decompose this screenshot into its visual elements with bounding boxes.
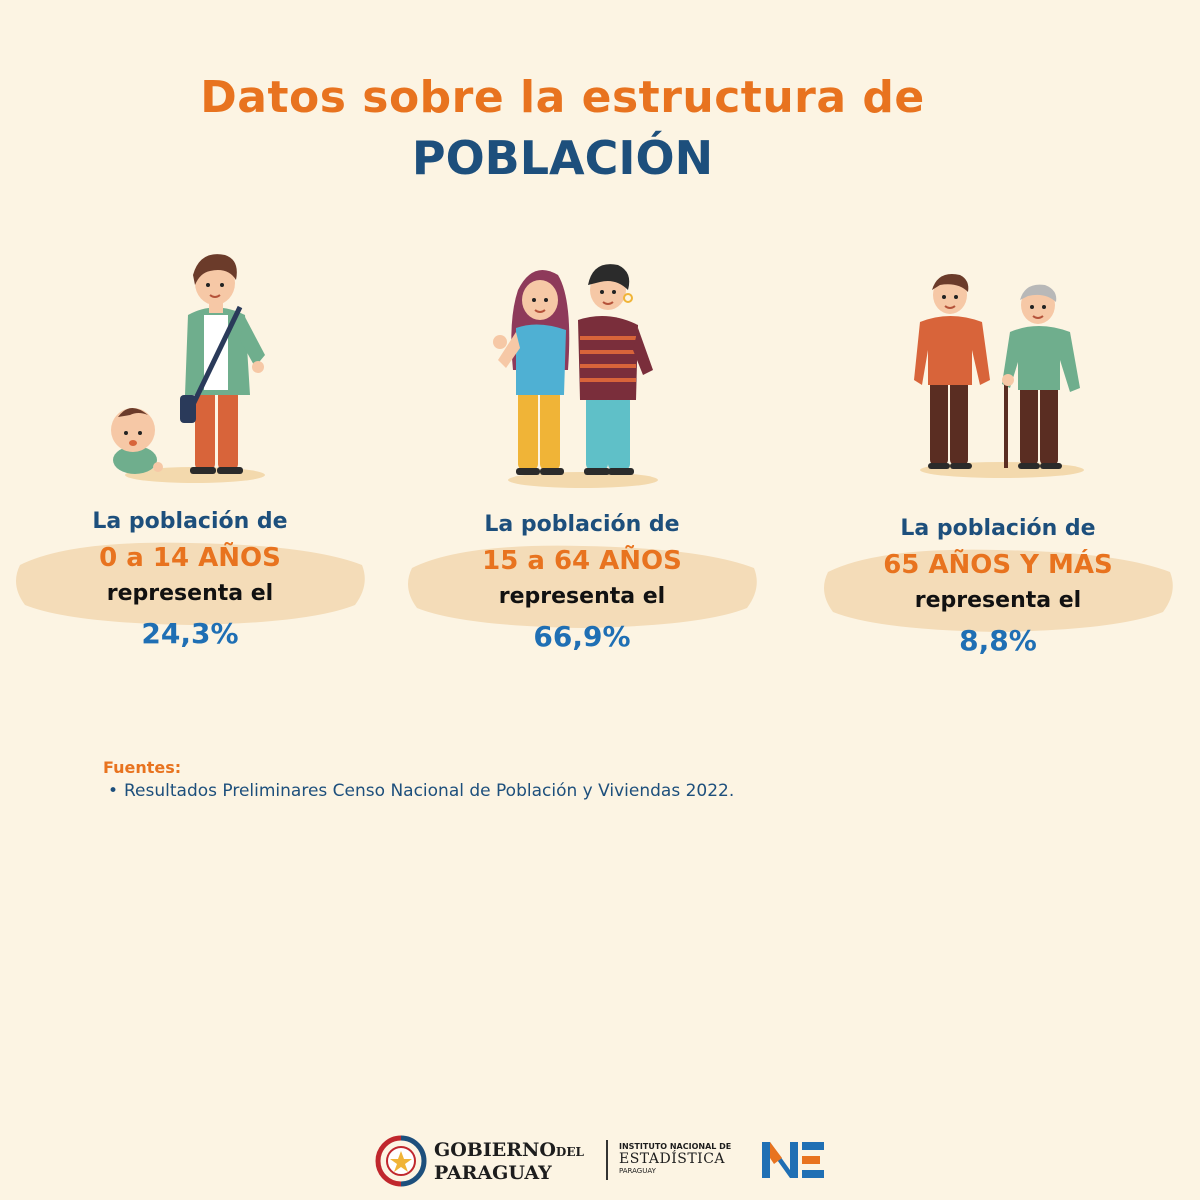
stat-card-0-14: La población de 0 a 14 AÑOS representa e… xyxy=(10,505,370,665)
card-intro: La población de xyxy=(900,516,1096,541)
card-verb: representa el xyxy=(498,584,666,609)
ine-logo-icon xyxy=(762,1142,824,1178)
card-verb: representa el xyxy=(106,581,274,606)
gov-line-1: GOBIERNO xyxy=(434,1139,556,1161)
card-verb: representa el xyxy=(914,588,1082,613)
card-age-range: 15 a 64 AÑOS xyxy=(482,546,682,576)
gov-line-1-small: DEL xyxy=(555,1145,584,1159)
title-line-2: POBLACIÓN xyxy=(411,131,714,185)
stat-card-15-64: La población de 15 a 64 AÑOS representa … xyxy=(402,508,762,668)
brush-stroke-background xyxy=(824,549,1173,632)
title-line-1: Datos sobre la estructura de xyxy=(200,72,925,123)
gobierno-logo-text: GOBIERNODEL PARAGUAY xyxy=(434,1140,584,1184)
ine-line-1: INSTITUTO NACIONAL DE xyxy=(619,1142,732,1151)
footer-logos: GOBIERNODEL PARAGUAY INSTITUTO NACIONAL … xyxy=(374,1132,834,1188)
brush-stroke-background xyxy=(16,542,365,625)
card-age-range: 0 a 14 AÑOS xyxy=(99,543,281,573)
illustration-two-adults xyxy=(493,264,658,488)
ine-line-2: ESTADÍSTICA xyxy=(619,1151,726,1167)
sources-section: Fuentes: • Resultados Preliminares Censo … xyxy=(103,758,734,801)
bullet-icon: • xyxy=(108,781,119,801)
ine-logo-text: INSTITUTO NACIONAL DE ESTADÍSTICA PARAGU… xyxy=(619,1142,731,1175)
sources-label: Fuentes: xyxy=(103,758,182,777)
brush-stroke-background xyxy=(408,545,757,628)
source-item: • Resultados Preliminares Censo Nacional … xyxy=(103,781,734,801)
card-intro: La población de xyxy=(484,512,680,537)
paraguay-seal-icon xyxy=(375,1135,427,1187)
illustration-elderly xyxy=(914,274,1084,478)
gov-line-2: PARAGUAY xyxy=(434,1162,552,1184)
page-title: Datos sobre la estructura de POBLACIÓN xyxy=(0,72,1125,185)
stat-card-65-plus: La población de 65 AÑOS Y MÁS representa… xyxy=(818,512,1178,672)
ine-line-3: PARAGUAY xyxy=(619,1167,656,1175)
logo-divider xyxy=(606,1140,608,1180)
illustration-child-and-adult xyxy=(111,254,265,483)
card-percent: 24,3% xyxy=(141,617,239,650)
card-intro: La población de xyxy=(92,509,288,534)
card-age-range: 65 AÑOS Y MÁS xyxy=(883,550,1113,580)
card-percent: 66,9% xyxy=(533,620,631,653)
card-percent: 8,8% xyxy=(959,624,1037,657)
source-text: Resultados Preliminares Censo Nacional d… xyxy=(124,781,735,801)
